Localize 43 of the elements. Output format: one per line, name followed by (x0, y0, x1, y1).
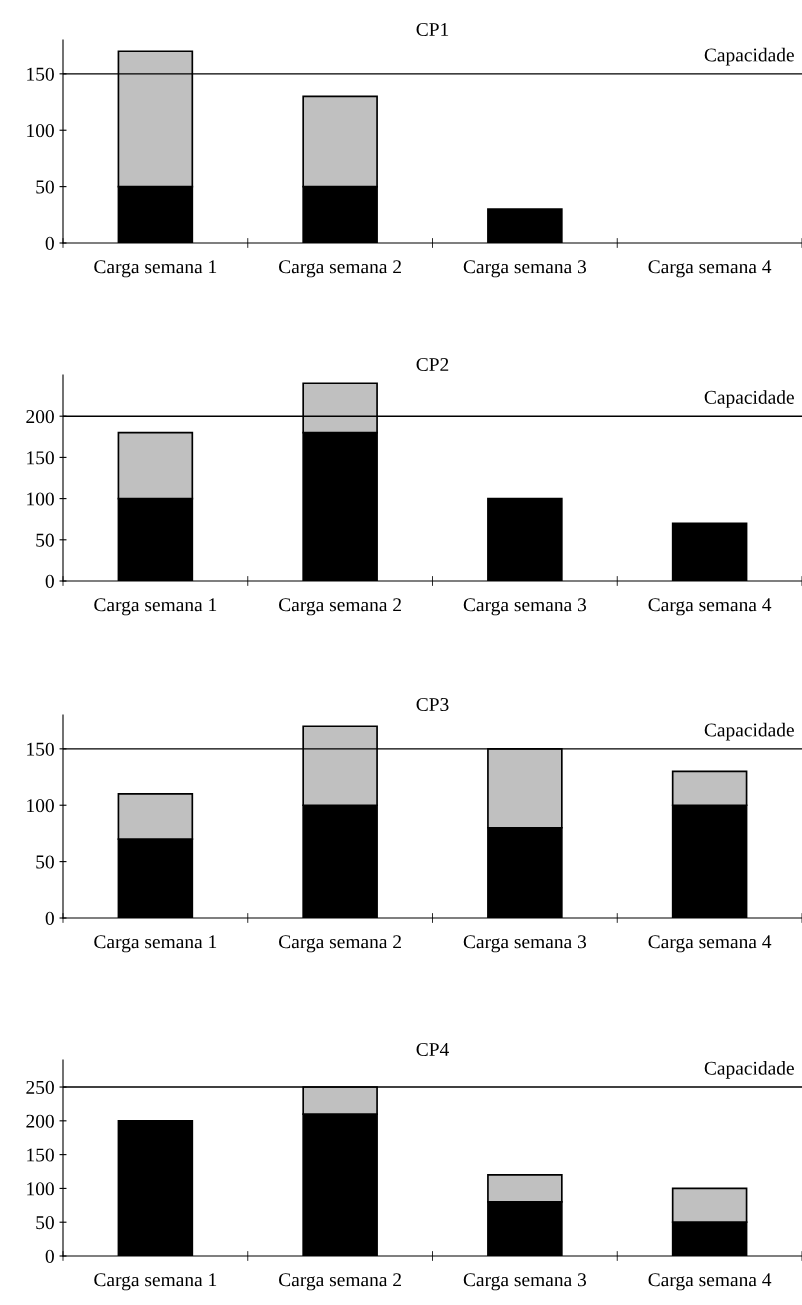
x-tick-label: Carga semana 2 (279, 935, 401, 953)
x-tick-label: Carga semana 2 (279, 598, 401, 616)
chart-title: CP2 (416, 357, 449, 372)
x-tick-label: Carga semana 4 (648, 260, 772, 278)
chart-title: CP3 (416, 697, 449, 712)
y-tick-label: 150 (27, 742, 54, 756)
x-tick-label: Carga semana 2 (279, 260, 401, 278)
y-tick-label: 150 (27, 451, 54, 465)
x-tick-label: Carga semana 3 (463, 1273, 587, 1291)
x-tick-label: Carga semana 3 (463, 260, 587, 278)
y-tick-label: 150 (27, 67, 54, 81)
y-tick-label: 0 (45, 236, 54, 250)
y-tick-label: 200 (26, 1114, 54, 1128)
y-tick-label: 0 (45, 911, 54, 925)
x-tick-label: Carga semana 1 (94, 1273, 217, 1291)
y-tick-label: 0 (45, 574, 54, 588)
chart-title: CP4 (416, 1042, 449, 1057)
ref-line-label: Capacidade (704, 47, 794, 66)
x-tick-label: Carga semana 2 (279, 1273, 401, 1291)
ref-line-label: Capacidade (704, 722, 794, 741)
y-tick-label: 100 (27, 1182, 54, 1196)
y-tick-label: 100 (27, 492, 54, 506)
x-tick-label: Carga semana 4 (648, 598, 772, 616)
x-tick-label: Carga semana 3 (463, 935, 587, 953)
x-tick-label: Carga semana 4 (648, 935, 772, 953)
y-tick-label: 100 (27, 124, 54, 138)
x-tick-label: Carga semana 1 (94, 598, 217, 616)
y-tick-label: 150 (27, 1148, 54, 1162)
y-tick-label: 100 (27, 799, 54, 813)
chart-title: CP1 (416, 22, 449, 37)
ref-line-label: Capacidade (704, 390, 794, 408)
y-tick-label: 200 (26, 410, 54, 424)
y-tick-label: 50 (36, 1216, 54, 1230)
x-tick-label: Carga semana 4 (648, 1273, 772, 1291)
y-tick-label: 0 (45, 1249, 54, 1263)
x-tick-label: Carga semana 1 (94, 260, 217, 278)
x-tick-label: Carga semana 1 (94, 935, 217, 953)
ref-line-label: Capacidade (704, 1061, 794, 1079)
y-tick-label: 50 (36, 180, 54, 194)
x-tick-label: Carga semana 3 (463, 598, 587, 616)
y-tick-label: 250 (26, 1080, 54, 1094)
y-tick-label: 50 (36, 855, 54, 869)
y-tick-label: 50 (36, 533, 54, 547)
